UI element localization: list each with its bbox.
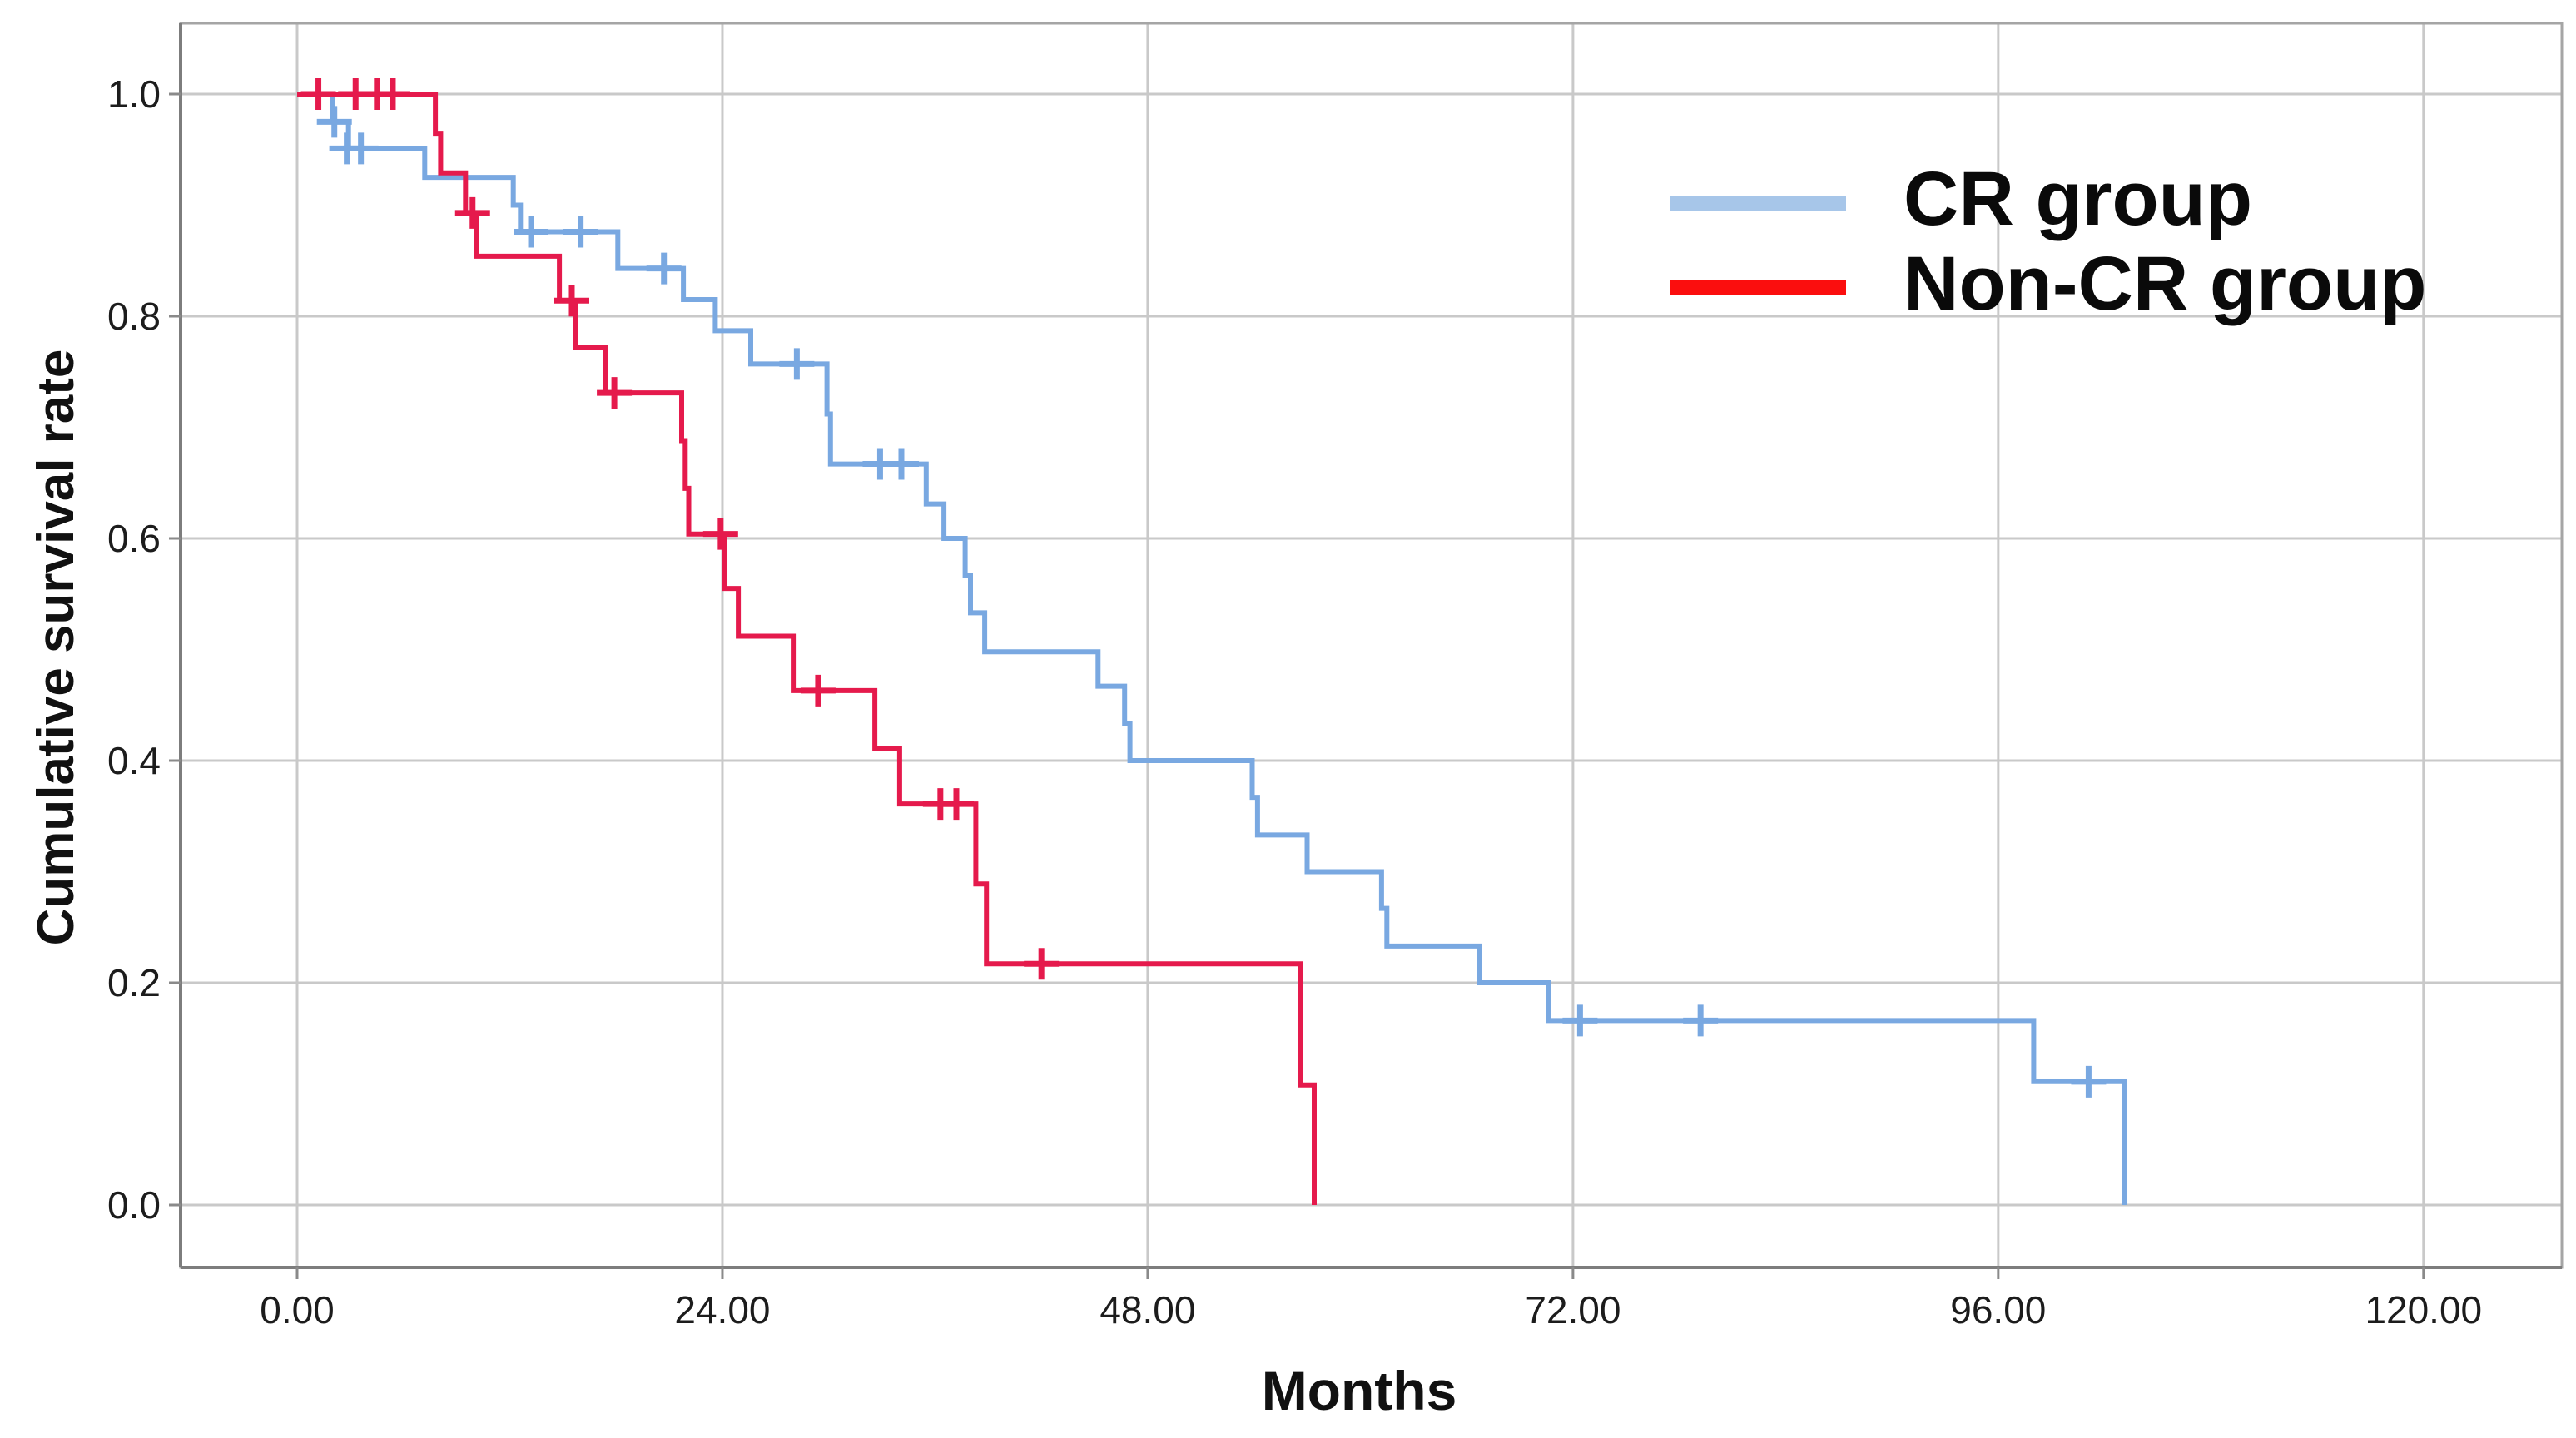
- y-tick-label: 0.6: [107, 517, 161, 560]
- censor-marks: [300, 78, 2107, 1098]
- x-tick-label: 48.00: [1099, 1288, 1195, 1331]
- x-tick-label: 72.00: [1525, 1288, 1621, 1331]
- x-tick-label: 120.00: [2365, 1288, 2482, 1331]
- legend-swatch-non-cr-group: [1670, 280, 1846, 295]
- x-tick-label: 24.00: [674, 1288, 770, 1331]
- axis-ticks: [169, 92, 2425, 1279]
- x-tick-labels: 0.00 24.00 48.00 72.00 96.00 120.00: [260, 1288, 2482, 1331]
- x-tick-label: 96.00: [1950, 1288, 2046, 1331]
- legend-swatch-cr-group: [1670, 196, 1846, 211]
- y-tick-label: 0.2: [107, 961, 161, 1004]
- legend: CR group Non-CR group: [1670, 156, 2427, 326]
- x-axis-title: Months: [1262, 1360, 1457, 1421]
- legend-label-non-cr-group: Non-CR group: [1903, 241, 2427, 326]
- survival-curve-non-cr-group: [297, 92, 1317, 1205]
- survival-curves: [297, 92, 2127, 1205]
- y-tick-label: 0.4: [107, 739, 161, 782]
- y-tick-label: 0.0: [107, 1183, 161, 1227]
- legend-label-cr-group: CR group: [1903, 156, 2252, 241]
- y-tick-label: 1.0: [107, 72, 161, 116]
- y-tick-label: 0.8: [107, 295, 161, 338]
- gridlines: [181, 23, 2562, 1267]
- x-tick-label: 0.00: [260, 1288, 335, 1331]
- y-tick-labels: 1.0 0.8 0.6 0.4 0.2 0.0: [107, 72, 161, 1227]
- y-axis-title: Cumulative survival rate: [27, 350, 85, 946]
- survival-curve-cr-group: [297, 92, 2127, 1205]
